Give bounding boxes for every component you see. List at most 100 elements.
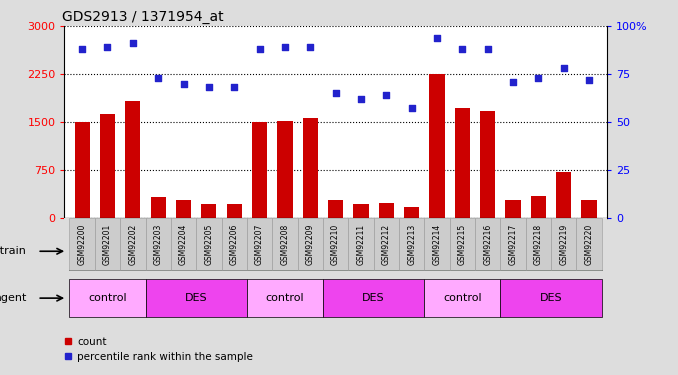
Point	[558, 65, 569, 71]
Bar	[75, 122, 89, 218]
Text: GSM92206: GSM92206	[230, 224, 239, 265]
Point	[279, 44, 290, 50]
Bar	[95, 217, 120, 270]
Point	[305, 44, 316, 50]
Bar	[455, 108, 470, 218]
Text: GSM92220: GSM92220	[584, 224, 593, 265]
Bar	[277, 121, 292, 218]
Text: GSM92214: GSM92214	[433, 224, 441, 265]
Text: GSM92209: GSM92209	[306, 224, 315, 265]
Point	[584, 77, 595, 83]
Text: control: control	[443, 293, 481, 303]
Point	[381, 92, 392, 98]
Bar	[424, 279, 500, 317]
Text: GSM92215: GSM92215	[458, 224, 467, 265]
Point	[457, 46, 468, 52]
Text: DES: DES	[362, 293, 385, 303]
Bar	[226, 204, 242, 218]
Bar	[100, 114, 115, 218]
Bar	[176, 200, 191, 217]
Text: GSM92205: GSM92205	[204, 224, 214, 265]
Bar	[353, 204, 369, 218]
Bar	[429, 74, 445, 217]
Point	[432, 35, 443, 41]
Point	[533, 75, 544, 81]
Bar	[146, 279, 247, 317]
Point	[102, 44, 113, 50]
Point	[228, 84, 239, 90]
Bar	[302, 118, 318, 218]
Bar	[247, 217, 273, 270]
Point	[153, 75, 163, 81]
Bar	[505, 200, 521, 217]
Point	[254, 46, 265, 52]
Bar	[222, 217, 247, 270]
Bar	[69, 279, 146, 317]
Text: Copenhagen: Copenhagen	[300, 246, 371, 256]
Bar	[171, 217, 196, 270]
Bar	[582, 200, 597, 217]
Text: GSM92211: GSM92211	[357, 224, 365, 265]
Bar	[480, 111, 496, 218]
Point	[127, 40, 138, 46]
Bar	[475, 217, 500, 270]
Point	[355, 96, 366, 102]
Bar	[298, 217, 323, 270]
Bar	[323, 279, 424, 317]
Text: GSM92200: GSM92200	[78, 224, 87, 265]
Bar	[196, 217, 222, 270]
Bar	[146, 217, 171, 270]
Bar	[500, 279, 602, 317]
Point	[508, 79, 519, 85]
Text: strain: strain	[0, 246, 26, 256]
Bar	[399, 217, 424, 270]
Bar	[556, 172, 572, 217]
Bar	[374, 217, 399, 270]
Point	[482, 46, 493, 52]
Text: GSM92202: GSM92202	[128, 224, 138, 265]
Text: GSM92207: GSM92207	[255, 224, 264, 265]
Point	[178, 81, 189, 87]
Text: ACI: ACI	[149, 246, 167, 256]
Bar	[424, 232, 602, 270]
Bar	[252, 122, 267, 218]
Text: GSM92218: GSM92218	[534, 224, 543, 265]
Text: Brown Norway: Brown Norway	[473, 246, 553, 256]
Bar	[328, 200, 343, 217]
Text: agent: agent	[0, 293, 26, 303]
Text: GDS2913 / 1371954_at: GDS2913 / 1371954_at	[62, 10, 223, 24]
Bar	[551, 217, 576, 270]
Bar	[151, 197, 166, 217]
Text: GSM92216: GSM92216	[483, 224, 492, 265]
Bar	[247, 232, 424, 270]
Text: GSM92213: GSM92213	[407, 224, 416, 265]
Bar	[348, 217, 374, 270]
Text: control: control	[266, 293, 304, 303]
Text: GSM92212: GSM92212	[382, 224, 391, 265]
Bar	[69, 232, 247, 270]
Text: GSM92201: GSM92201	[103, 224, 112, 265]
Text: GSM92204: GSM92204	[179, 224, 188, 265]
Legend: count, percentile rank within the sample: count, percentile rank within the sample	[60, 333, 257, 366]
Text: control: control	[88, 293, 127, 303]
Text: GSM92203: GSM92203	[154, 224, 163, 265]
Bar	[379, 203, 394, 217]
Text: DES: DES	[540, 293, 562, 303]
Point	[203, 84, 214, 90]
Bar	[525, 217, 551, 270]
Text: DES: DES	[185, 293, 207, 303]
Text: GSM92217: GSM92217	[508, 224, 517, 265]
Bar	[404, 207, 419, 218]
Bar	[424, 217, 450, 270]
Bar	[247, 279, 323, 317]
Text: GSM92208: GSM92208	[281, 224, 290, 265]
Bar	[120, 217, 146, 270]
Bar	[125, 102, 140, 217]
Point	[406, 105, 417, 111]
Bar	[323, 217, 348, 270]
Text: GSM92219: GSM92219	[559, 224, 568, 265]
Bar	[201, 204, 216, 218]
Bar	[273, 217, 298, 270]
Text: GSM92210: GSM92210	[331, 224, 340, 265]
Bar	[531, 196, 546, 217]
